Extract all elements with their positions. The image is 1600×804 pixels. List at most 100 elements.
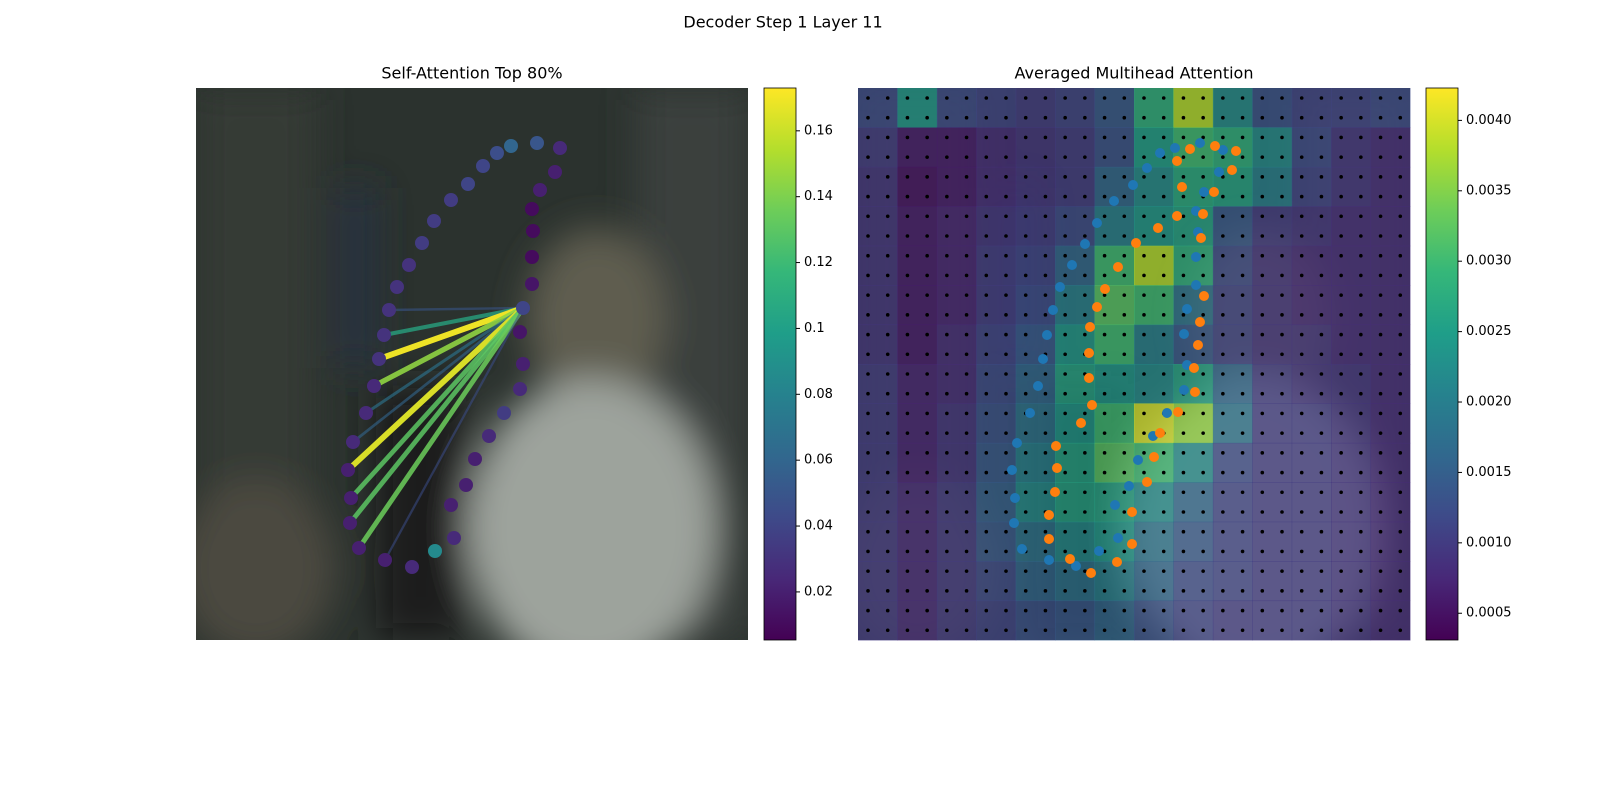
grid-dot	[1161, 628, 1166, 633]
point	[548, 165, 562, 179]
point	[497, 406, 511, 420]
grid-dot	[1142, 431, 1146, 435]
grid-dot	[1378, 293, 1383, 297]
grid-dot	[964, 372, 969, 376]
grid-dot	[1221, 194, 1225, 199]
grid-dot	[984, 431, 989, 435]
grid-dot	[1359, 115, 1363, 120]
grid-dot	[1004, 529, 1008, 534]
attention-line	[378, 305, 524, 362]
heatmap-cell	[1055, 166, 1096, 207]
point	[1010, 493, 1020, 503]
heatmap-cell	[1291, 127, 1332, 168]
grid-dot	[1181, 155, 1186, 159]
attention-line	[383, 307, 525, 561]
grid-dot	[866, 293, 870, 297]
grid-dot	[1102, 628, 1107, 633]
colorbar	[1425, 87, 1459, 641]
grid-dot	[1319, 529, 1324, 534]
grid-dot	[1004, 391, 1008, 396]
heatmap-cell	[976, 88, 1017, 128]
grid-dot	[1161, 313, 1166, 317]
grid-dot	[1142, 510, 1146, 514]
grid-dot	[964, 352, 969, 357]
grid-dot	[905, 135, 910, 140]
grid-dot	[1142, 96, 1146, 100]
grid-dot	[1319, 589, 1324, 593]
grid-dot	[1299, 293, 1304, 297]
grid-dot	[866, 569, 870, 573]
grid-dot	[1339, 549, 1343, 554]
grid-dot	[1023, 490, 1028, 495]
heatmap-cell	[1252, 166, 1293, 207]
grid-dot	[1221, 234, 1225, 238]
grid-dot	[866, 549, 870, 554]
heatmap-cell	[1212, 403, 1253, 444]
grid-dot	[1359, 589, 1363, 593]
heatmap-cell	[858, 127, 898, 168]
grid-dot	[905, 628, 910, 633]
grid-dot	[885, 608, 890, 613]
point	[352, 541, 366, 555]
grid-dot	[1280, 589, 1284, 593]
point	[1193, 340, 1203, 350]
grid-dot	[1339, 529, 1343, 534]
grid-dot	[1319, 451, 1324, 455]
grid-dot	[925, 135, 929, 140]
grid-dot	[1398, 391, 1403, 396]
point	[444, 498, 458, 512]
point	[367, 379, 381, 393]
grid-dot	[1378, 313, 1383, 317]
grid-dot	[1122, 589, 1127, 593]
grid-dot	[905, 332, 910, 337]
grid-dot	[1023, 470, 1028, 475]
grid-dot	[1142, 214, 1146, 219]
grid-dot	[1339, 332, 1343, 337]
grid-dot	[1201, 569, 1205, 573]
grid-dot	[1240, 529, 1245, 534]
heatmap-cell	[1134, 521, 1174, 562]
grid-dot	[885, 451, 890, 455]
grid-dot	[945, 214, 949, 219]
point	[513, 325, 527, 339]
grid-dot	[1299, 589, 1304, 593]
grid-dot	[945, 589, 949, 593]
point	[1092, 302, 1102, 312]
grid-dot	[885, 253, 890, 258]
point	[1084, 373, 1094, 383]
point	[553, 141, 567, 155]
heatmap-cell	[1291, 206, 1332, 247]
grid-dots	[866, 96, 1403, 633]
grid-dot	[1142, 391, 1146, 396]
heatmap-cell	[858, 561, 898, 602]
grid-dot	[984, 352, 989, 357]
heatmap-cell	[897, 245, 938, 286]
grid-dot	[964, 411, 969, 416]
heatmap-cell	[1094, 442, 1135, 483]
grid-dot	[1339, 352, 1343, 357]
grid-dot	[1398, 273, 1403, 278]
heatmap-cell	[1370, 442, 1411, 483]
point	[1195, 317, 1205, 327]
grid-dot	[885, 194, 890, 199]
grid-dot	[1221, 273, 1225, 278]
grid-dot	[1161, 194, 1166, 199]
grid-dot	[885, 214, 890, 219]
grid-dot	[1063, 608, 1067, 613]
heatmap-cell	[1331, 324, 1372, 365]
grid-dot	[1004, 549, 1008, 554]
heatmap-cell	[1252, 206, 1293, 247]
grid-dot	[1339, 96, 1343, 100]
grid-dot	[1359, 391, 1363, 396]
grid-dot	[1083, 569, 1087, 573]
grid-dot	[984, 135, 989, 140]
grid-dot	[1122, 332, 1127, 337]
colorbar-tick-label: 0.12	[804, 255, 833, 270]
grid-dot	[1260, 352, 1265, 357]
point	[516, 357, 530, 371]
grid-dot	[1339, 391, 1343, 396]
heatmap-cell	[858, 166, 898, 207]
grid-dot	[1359, 569, 1363, 573]
grid-dot	[984, 589, 989, 593]
grid-dot	[1398, 589, 1403, 593]
